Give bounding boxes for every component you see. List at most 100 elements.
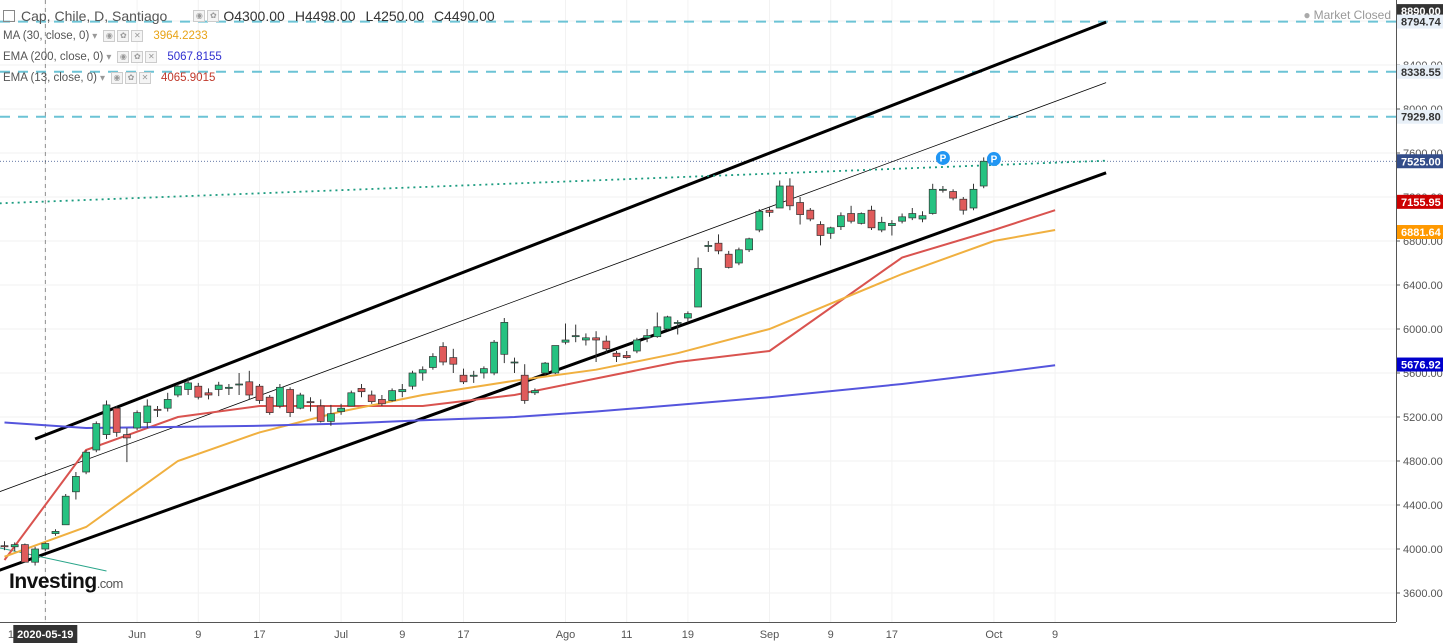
series-line xyxy=(4,364,1056,430)
candle-body xyxy=(826,227,835,234)
marker-p xyxy=(986,152,1001,167)
x-tick-label: 9 xyxy=(195,629,201,641)
candle xyxy=(204,388,213,400)
indicator-ema200[interactable]: EMA (200, close, 0) ▾ ◉ ✿ ✕ 5067.8155 xyxy=(3,51,222,63)
candle xyxy=(459,368,468,384)
marker-p-label: P xyxy=(991,155,998,166)
candle xyxy=(500,318,509,364)
candle-body xyxy=(459,374,468,383)
eye-icon[interactable]: ◉ xyxy=(117,51,130,63)
indicator-label: EMA (200, close, 0) xyxy=(3,51,104,63)
candle xyxy=(541,362,549,376)
price-label-bg xyxy=(1397,357,1443,372)
candle xyxy=(276,384,284,409)
candle-body xyxy=(704,245,713,247)
candle xyxy=(520,364,529,404)
trendline-channel-middle xyxy=(0,82,1107,493)
market-status: ● Market Closed xyxy=(1303,8,1391,22)
indicator-ma30[interactable]: MA (30, close, 0) ▾ ◉ ✿ ✕ 3964.2233 xyxy=(3,30,208,42)
gear-icon[interactable]: ✿ xyxy=(131,51,144,63)
candle-body xyxy=(663,316,672,330)
candle-body xyxy=(41,543,50,550)
y-tick-label: 6000.00 xyxy=(1403,324,1443,336)
x-tick-label: 17 xyxy=(886,629,898,641)
gear-icon[interactable]: ✿ xyxy=(125,72,137,84)
indicator-controls[interactable]: ◉ ✿ ✕ xyxy=(111,72,151,84)
price-label: 7155.95 xyxy=(1397,194,1443,209)
market-status-text: Market Closed xyxy=(1313,8,1391,22)
price-label-bg xyxy=(1397,14,1443,29)
gear-icon[interactable]: ✿ xyxy=(117,30,130,42)
candle xyxy=(959,197,968,215)
indicator-controls[interactable]: ◉ ✿ ✕ xyxy=(117,51,158,63)
candle-body xyxy=(867,209,876,229)
candle-body xyxy=(194,385,203,398)
open-value: O4300.00 xyxy=(223,8,285,24)
candle xyxy=(398,384,407,398)
candle-body xyxy=(398,389,407,393)
candle xyxy=(0,541,9,551)
x-tick-label: 9 xyxy=(1052,629,1058,641)
candle-body xyxy=(102,404,111,435)
indicator-label: MA (30, close, 0) xyxy=(3,30,90,42)
x-tick-label: 17 xyxy=(253,629,265,641)
candle xyxy=(888,220,896,236)
marker-p xyxy=(935,150,950,165)
candle-body xyxy=(735,249,743,264)
candle xyxy=(867,205,876,230)
candle xyxy=(908,208,917,221)
candle-body xyxy=(694,268,702,308)
candle xyxy=(918,211,927,223)
price-label-text: 7155.95 xyxy=(1401,197,1441,209)
price-label: 7929.80 xyxy=(1397,109,1443,124)
candle-body xyxy=(72,476,80,493)
candle xyxy=(439,342,447,366)
chevron-down-icon[interactable]: ▾ xyxy=(92,30,98,42)
candle-body xyxy=(837,215,845,228)
candle-body xyxy=(561,339,570,343)
close-icon[interactable]: ✕ xyxy=(139,72,151,84)
close-icon[interactable]: ✕ xyxy=(145,51,158,63)
chevron-down-icon[interactable]: ▾ xyxy=(99,72,105,84)
y-tick-label: 5200.00 xyxy=(1403,412,1443,424)
candle-body xyxy=(928,188,937,214)
chevron-down-icon[interactable]: ▾ xyxy=(106,51,112,63)
candle xyxy=(31,546,39,566)
candle xyxy=(765,206,774,217)
y-tick-label: 4000.00 xyxy=(1403,544,1443,556)
candle xyxy=(592,331,600,362)
candle xyxy=(755,209,764,233)
candle xyxy=(724,250,733,269)
candle-body xyxy=(571,335,580,338)
menu-icon[interactable] xyxy=(3,10,15,22)
close-icon[interactable]: ✕ xyxy=(131,30,144,42)
candle-body xyxy=(755,210,764,231)
series-controls[interactable]: ◉ ✿ xyxy=(193,10,220,22)
eye-icon[interactable]: ◉ xyxy=(193,10,206,22)
candle xyxy=(735,247,743,266)
candle xyxy=(418,366,427,381)
candle xyxy=(153,406,162,417)
candle-body xyxy=(643,335,651,339)
gear-icon[interactable]: ✿ xyxy=(207,10,220,22)
x-tick-label: Jun xyxy=(128,629,146,641)
eye-icon[interactable]: ◉ xyxy=(103,30,116,42)
indicator-ema13[interactable]: EMA (13, close, 0) ▾ ◉ ✿ ✕ 4065.9015 xyxy=(3,72,215,84)
x-tick-label: 19 xyxy=(682,629,694,641)
candle-body xyxy=(82,451,90,473)
indicator-controls[interactable]: ◉ ✿ ✕ xyxy=(103,30,144,42)
y-tick-label: 4400.00 xyxy=(1403,500,1443,512)
candle xyxy=(265,395,274,415)
candle-body xyxy=(245,381,254,396)
candle xyxy=(449,348,458,373)
eye-icon[interactable]: ◉ xyxy=(111,72,123,84)
candle-body xyxy=(898,216,906,222)
candle xyxy=(286,387,294,417)
low-value: L4250.00 xyxy=(365,8,424,24)
price-label: 6881.64 xyxy=(1397,225,1443,240)
candle xyxy=(694,257,702,308)
candle-body xyxy=(408,372,417,387)
candle-body xyxy=(602,340,611,350)
candle xyxy=(979,157,988,189)
